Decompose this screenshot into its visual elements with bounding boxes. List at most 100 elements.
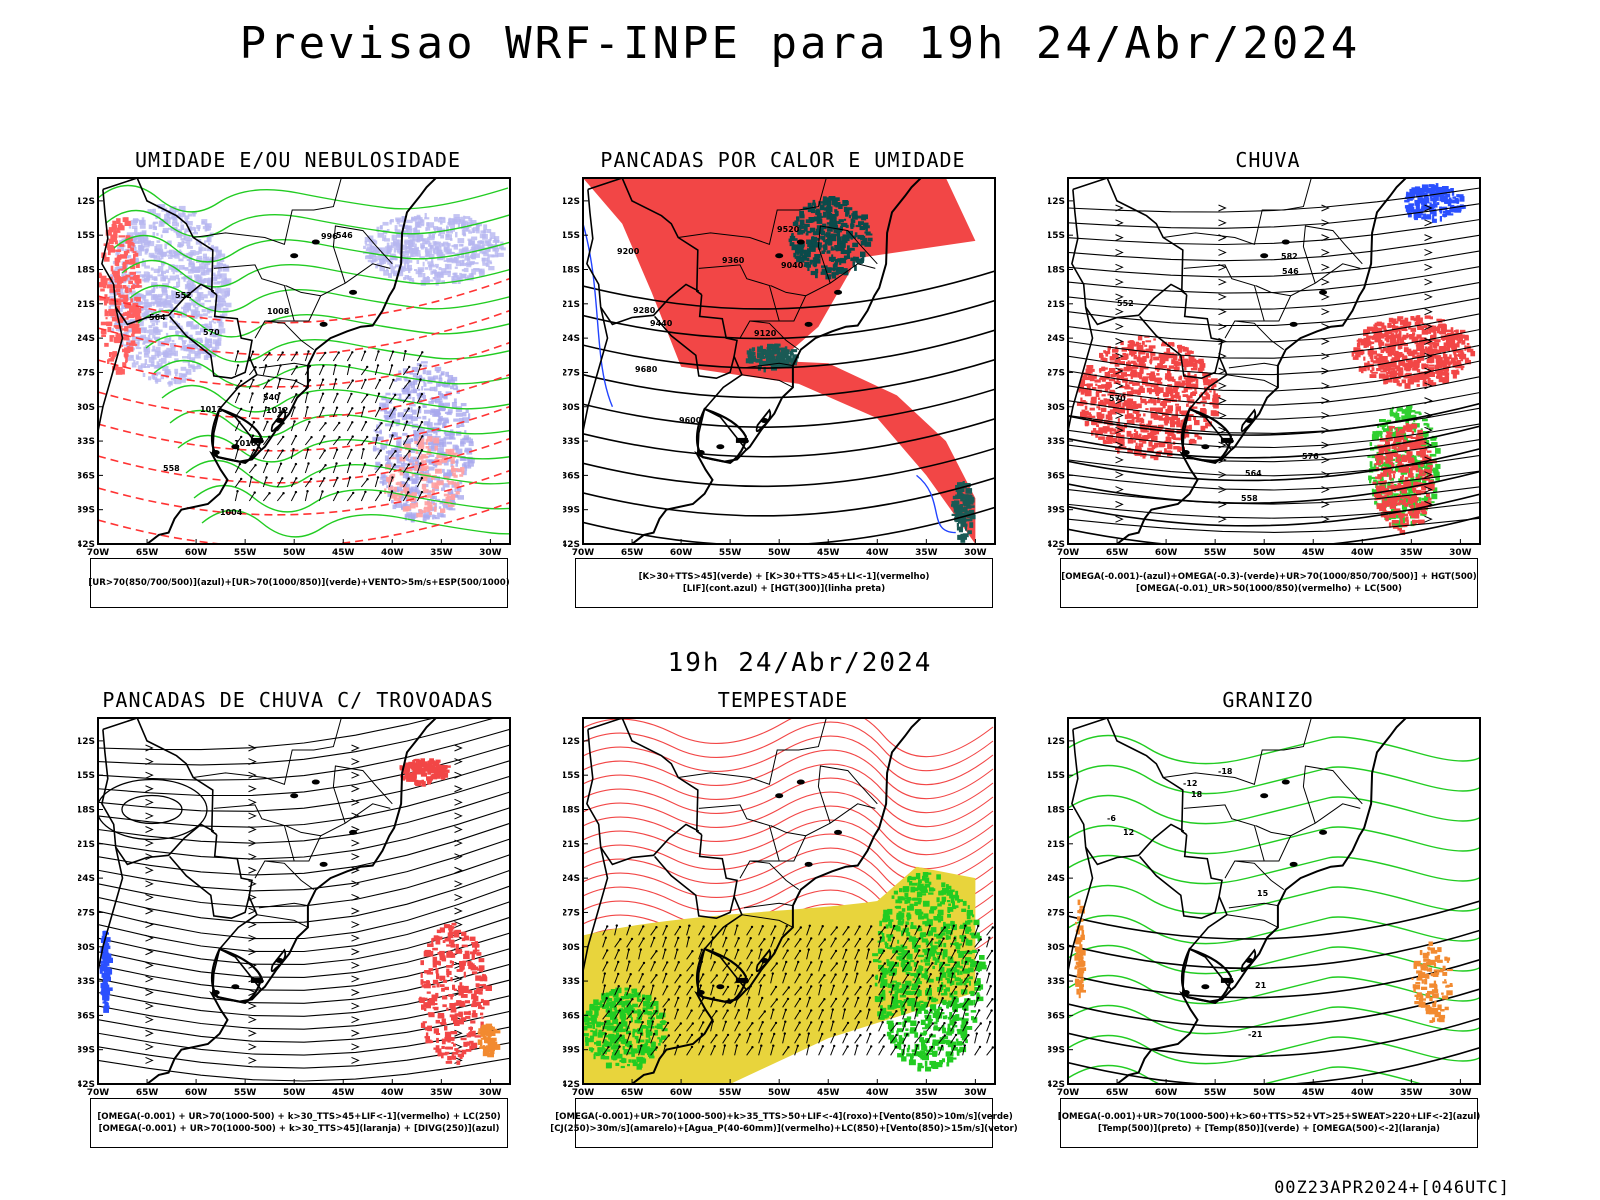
- lon-tick-label: 65W: [621, 548, 644, 558]
- lat-tick-label: 36S: [1048, 471, 1065, 481]
- lat-tick-label: 27S: [563, 368, 580, 378]
- map-chart: 1012 1008 1016 1012 570 564 558 552 546 540 996 100…: [78, 177, 511, 558]
- lon-tick-label: 50W: [283, 548, 306, 558]
- lon-tick-label: 70W: [572, 548, 595, 558]
- lon-tick-label: 40W: [381, 1088, 404, 1098]
- panel-legend: [OMEGA(-0.001)+UR>70(1000-500)+k>35_TTS>…: [550, 1098, 1018, 1148]
- lat-tick-label: 21S: [78, 300, 95, 310]
- lat-tick-label: 39S: [563, 1046, 580, 1056]
- lat-tick-label: 21S: [78, 840, 95, 850]
- legend-line: [OMEGA(-0.001) + UR>70(1000-500) + k>30_…: [98, 1124, 500, 1134]
- lat-tick-label: 42S: [78, 1080, 95, 1090]
- contour-label: 552: [1117, 299, 1134, 308]
- lon-tick-label: 65W: [1106, 548, 1129, 558]
- lon-tick-label: 70W: [1057, 1088, 1080, 1098]
- contour-label: 564: [149, 313, 166, 322]
- lat-tick-label: 12S: [1048, 737, 1065, 747]
- panel-title: PANCADAS DE CHUVA C/ TROVOADAS: [102, 688, 494, 712]
- map-panel-tempestade: TEMPESTADE 12S 15S 18S 21S 24S 27S 30S 33S 36S 39S…: [550, 688, 1018, 1158]
- map-panel-granizo: GRANIZO -6 -12 -18 -21 12 15 18 21 12S 15S 18S 21S 24…: [1048, 688, 1488, 1158]
- lon-tick-label: 55W: [719, 1088, 742, 1098]
- contour-label: 9120: [754, 329, 777, 338]
- contour-label: 9360: [722, 256, 745, 265]
- lon-tick-label: 60W: [1155, 548, 1178, 558]
- lat-tick-label: 21S: [563, 840, 580, 850]
- contour-label: 12: [1123, 828, 1134, 837]
- lon-tick-label: 35W: [1400, 548, 1423, 558]
- lon-tick-label: 30W: [964, 1088, 987, 1098]
- lat-tick-label: 12S: [563, 197, 580, 207]
- legend-line: [UR>70(850/700/500)](azul)+[UR>70(1000/8…: [88, 578, 510, 588]
- lon-tick-label: 40W: [381, 548, 404, 558]
- lon-tick-label: 45W: [1302, 548, 1325, 558]
- lon-tick-label: 30W: [1449, 548, 1472, 558]
- contour-label: 558: [1241, 494, 1258, 503]
- contour-label: 9520: [777, 225, 800, 234]
- contour-label: 540: [263, 393, 280, 402]
- contour-label: 9600: [679, 416, 702, 425]
- lat-tick-label: 18S: [1048, 806, 1065, 816]
- forecast-time-label: 19h 24/Abr/2024: [667, 648, 933, 678]
- contour-label: 9200: [617, 247, 640, 256]
- lon-tick-label: 55W: [234, 1088, 257, 1098]
- lon-tick-label: 65W: [136, 548, 159, 558]
- lat-tick-label: 24S: [78, 874, 95, 884]
- lat-tick-label: 12S: [563, 737, 580, 747]
- contour-label: 552: [175, 291, 192, 300]
- lat-tick-label: 30S: [563, 943, 580, 953]
- lon-tick-label: 30W: [964, 548, 987, 558]
- lat-tick-label: 27S: [78, 368, 95, 378]
- legend-line: [Temp(500)](preto) + [Temp(850)](verde) …: [1098, 1124, 1440, 1134]
- lon-tick-label: 60W: [670, 548, 693, 558]
- lon-tick-label: 55W: [234, 548, 257, 558]
- lon-tick-label: 35W: [915, 548, 938, 558]
- lon-tick-label: 70W: [572, 1088, 595, 1098]
- panel-legend: [K>30+TTS>45](verde) + [K>30+TTS>45+LI<-…: [575, 558, 993, 608]
- lon-tick-label: 65W: [1106, 1088, 1129, 1098]
- contour-label: -18: [1218, 767, 1233, 776]
- contour-label: 9040: [781, 261, 804, 270]
- lat-tick-label: 36S: [563, 471, 580, 481]
- panel-legend: [OMEGA(-0.001)-(azul)+OMEGA(-0.3)-(verde…: [1060, 558, 1478, 608]
- lon-tick-label: 55W: [719, 548, 742, 558]
- lat-tick-label: 39S: [1048, 1046, 1065, 1056]
- map-panel-pancadas: PANCADAS POR CALOR E UMIDADE 9680 9600 9520…: [563, 148, 1003, 618]
- lat-tick-label: 24S: [563, 334, 580, 344]
- lon-tick-label: 50W: [283, 1088, 306, 1098]
- map-chart: 96809600952094409360928092009120904012S1…: [563, 177, 996, 558]
- lon-tick-label: 35W: [915, 1088, 938, 1098]
- lon-tick-label: 50W: [768, 548, 791, 558]
- contour-label: 564: [1245, 469, 1262, 478]
- legend-line: [OMEGA(-0.001)-(azul)+OMEGA(-0.3)-(verde…: [1061, 572, 1477, 582]
- lat-tick-label: 30S: [1048, 403, 1065, 413]
- lat-tick-label: 30S: [78, 943, 95, 953]
- contour-label: 1012: [266, 406, 288, 415]
- contour-label: 558: [163, 464, 180, 473]
- lat-tick-label: 12S: [1048, 197, 1065, 207]
- lat-tick-label: 21S: [1048, 300, 1065, 310]
- legend-line: [OMEGA(-0.01)_UR>50(1000/850)(vermelho) …: [1136, 584, 1402, 594]
- lat-tick-label: 30S: [1048, 943, 1065, 953]
- lon-tick-label: 45W: [332, 548, 355, 558]
- lat-tick-label: 24S: [1048, 334, 1065, 344]
- lon-tick-label: 30W: [1449, 1088, 1472, 1098]
- lat-tick-label: 24S: [1048, 874, 1065, 884]
- lat-tick-label: 39S: [563, 506, 580, 516]
- lon-tick-label: 65W: [621, 1088, 644, 1098]
- lat-tick-label: 30S: [563, 403, 580, 413]
- lat-tick-label: 18S: [1048, 266, 1065, 276]
- lon-tick-label: 60W: [1155, 1088, 1178, 1098]
- lat-tick-label: 27S: [1048, 908, 1065, 918]
- lon-tick-label: 60W: [185, 548, 208, 558]
- lat-tick-label: 12S: [78, 197, 95, 207]
- lat-tick-label: 39S: [1048, 506, 1065, 516]
- lat-tick-label: 12S: [78, 737, 95, 747]
- lat-tick-label: 15S: [78, 231, 95, 241]
- lon-tick-label: 45W: [1302, 1088, 1325, 1098]
- map-panel-trovoadas: PANCADAS DE CHUVA C/ TROVOADAS 12S 15S 18S 2…: [78, 688, 518, 1158]
- lon-tick-label: 55W: [1204, 1088, 1227, 1098]
- contour-label: 582: [1281, 252, 1298, 261]
- contour-label: 996: [321, 232, 338, 241]
- panel-title: CHUVA: [1235, 148, 1301, 172]
